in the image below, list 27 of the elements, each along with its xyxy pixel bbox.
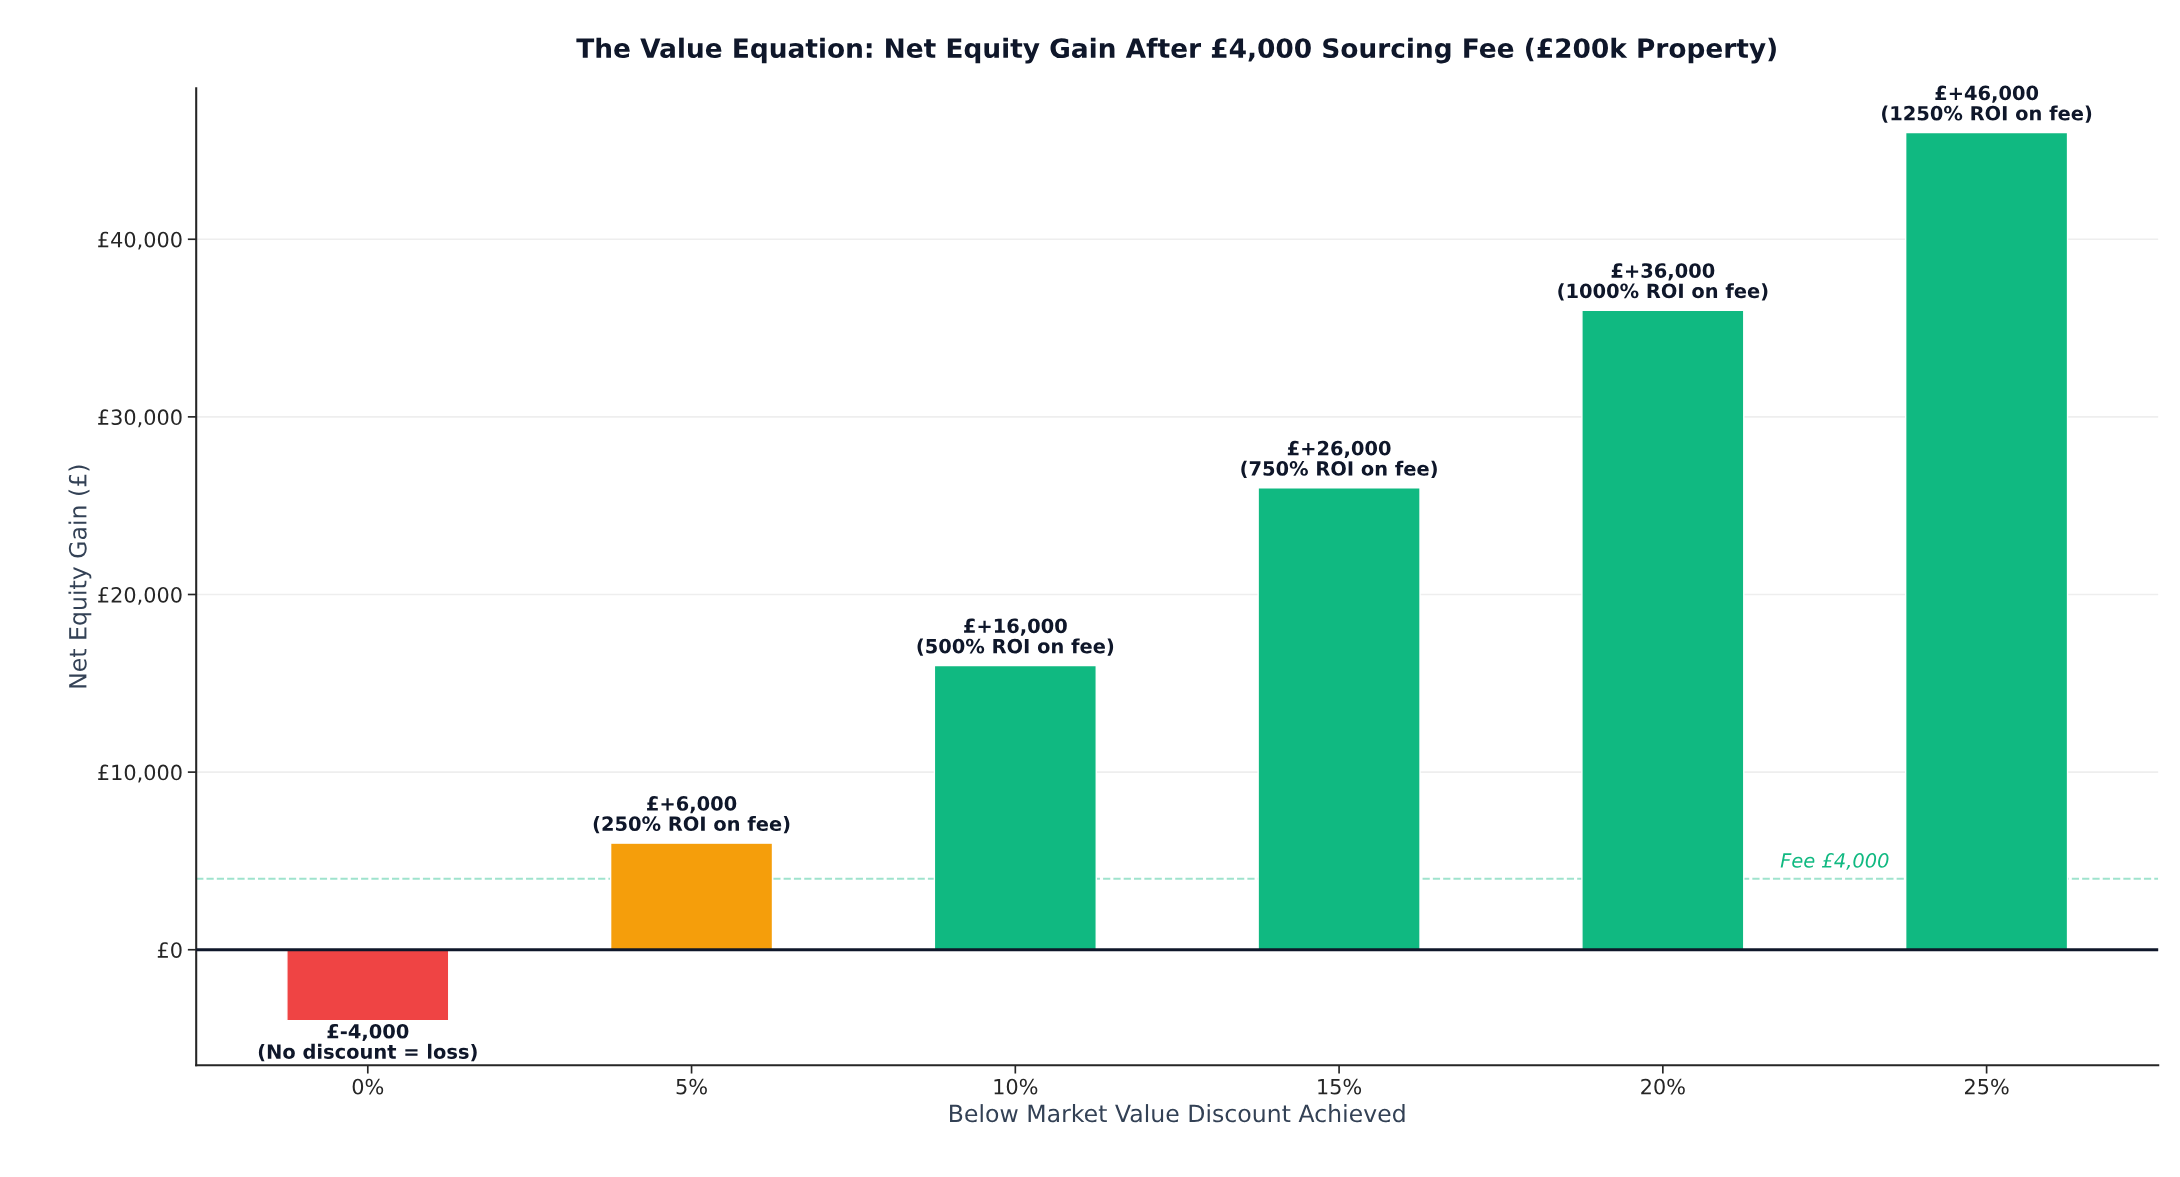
bar: [1581, 309, 1745, 951]
x-tick-label: 25%: [1964, 1078, 2009, 1095]
bar: [1257, 487, 1421, 951]
y-axis-title: Net Equity Gain (£): [68, 465, 92, 688]
bar: [609, 842, 774, 951]
bar: [933, 664, 1097, 951]
data-label: £-4,000 (No discount = loss): [258, 1023, 477, 1062]
x-tick-label: 20%: [1641, 1078, 1685, 1095]
x-tick-label: 5%: [676, 1078, 707, 1095]
y-tick-label: £30,000: [98, 409, 182, 428]
data-label: £+36,000 (1000% ROI on fee): [1558, 263, 1768, 301]
data-label: £+26,000 (750% ROI on fee): [1241, 440, 1437, 479]
y-tick-label: £40,000: [98, 231, 182, 250]
data-label: £+6,000 (250% ROI on fee): [593, 796, 790, 834]
x-tick-label: 10%: [994, 1078, 1038, 1095]
y-tick-label: £10,000: [98, 764, 182, 783]
y-tick-label: £20,000: [98, 586, 182, 605]
x-tick-label: 0%: [352, 1078, 384, 1095]
bar: [286, 949, 450, 1022]
x-tick-label: 15%: [1318, 1078, 1362, 1095]
bar: [1904, 131, 2069, 951]
x-axis-title: Below Market Value Discount Achieved: [950, 1104, 1405, 1123]
ref-line-label: Fee £4,000: [1780, 853, 1889, 870]
data-label: £+16,000 (500% ROI on fee): [917, 618, 1114, 656]
chart-title: The Value Equation: Net Equity Gain After £4,000 Sourcing Fee (£200k Property): [576, 37, 1776, 64]
y-tick-label: £0: [157, 942, 182, 958]
data-label: £+46,000 (1250% ROI on fee): [1882, 85, 2092, 123]
